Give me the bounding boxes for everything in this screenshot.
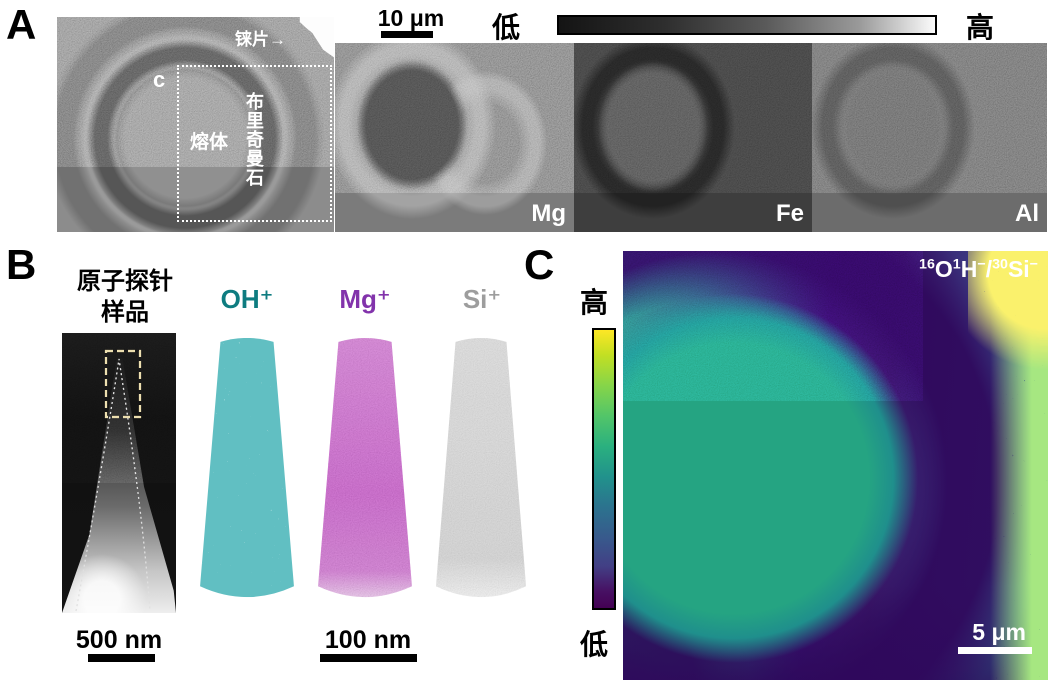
ratio-slash: / [985,256,993,282]
rhenium-flake [299,17,334,58]
panel-a-label: A [6,1,37,48]
ratio-sup-1: 1 [952,256,961,273]
grayscale-colorbar [557,15,937,35]
melt-label: 熔体 [190,132,229,153]
apt-sample-title-line1: 原子探针 [77,268,173,295]
needle-sem-image [62,333,176,613]
ratio-el-si: Si [1007,256,1030,282]
apt-reconstruction-mg [316,334,414,606]
scalebar-5um-label: 5 μm [972,619,1026,645]
panel-c-label: C [524,241,555,288]
apt-reconstruction-oh [198,334,296,606]
scalebar-10um-bar [381,31,433,38]
grayscale-high-label: 高 [966,12,995,43]
region-c-inset-box [177,65,332,222]
ratio-minus-1: − [977,256,986,273]
ratio-label: 16O1H−/30Si− [919,256,1038,283]
scalebar-10um-label: 10 μm [377,5,445,31]
bridgmanite-label: 布里奇曼石 [246,92,264,188]
scalebar-5um-bar [958,647,1032,654]
needle-dotted-outline [75,358,151,612]
eds-map-fe: Fe [574,43,812,232]
viridis-high-label: 高 [580,287,609,318]
rhenium-flake-label: 铼片→ [235,30,286,49]
eds-map-al-label: Al [1015,200,1039,227]
arrow-right-icon: → [269,30,286,49]
eds-map-fe-label: Fe [775,200,804,227]
eds-map-al: Al [812,43,1047,232]
scalebar-500nm-label: 500 nm [75,626,163,654]
apt-sample-title: 原子探针 样品 [55,266,195,328]
eds-map-mg-label: Mg [531,200,566,227]
apt-reconstruction-si [434,334,528,606]
ion-label-oh: OH⁺ [220,284,274,314]
needle-overlay [75,349,151,612]
scalebar-100nm-bar [320,654,417,662]
scalebar-100nm-label: 100 nm [324,626,412,654]
ratio-sup-16: 16 [919,256,935,273]
ratio-minus-2: − [1029,256,1038,273]
scalebar-500nm-bar [88,654,155,662]
apt-sample-title-line2: 样品 [101,299,149,326]
bse-image: 铼片→ c 熔体 布里奇曼石 [57,17,334,232]
eds-map-mg: Mg [335,43,574,232]
panel-b-label: B [6,241,37,288]
grayscale-low-label: 低 [492,12,521,43]
map-corner-speckle [968,251,1048,371]
ion-label-si: Si⁺ [462,284,502,314]
sims-ratio-map: 16O1H−/30Si− 5 μm [623,251,1048,680]
ratio-el-h: H [960,256,978,282]
viridis-colorbar [592,328,616,610]
ion-label-mg: Mg⁺ [339,284,391,314]
ratio-el-o: O [934,256,953,282]
viridis-low-label: 低 [580,629,609,660]
region-c-label: c [153,67,166,92]
ratio-sup-30: 30 [992,256,1008,273]
